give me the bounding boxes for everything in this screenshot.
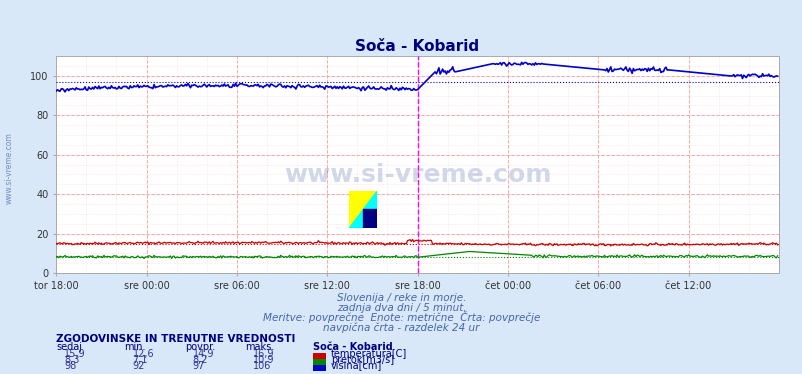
Text: navpična črta - razdelek 24 ur: navpična črta - razdelek 24 ur	[323, 323, 479, 333]
Text: povpr.: povpr.	[184, 343, 215, 352]
Text: 15,9: 15,9	[64, 349, 86, 359]
Text: 106: 106	[253, 361, 271, 371]
Text: 10,9: 10,9	[253, 355, 274, 365]
Text: višina[cm]: višina[cm]	[330, 361, 382, 371]
Text: 7,1: 7,1	[132, 355, 148, 365]
Text: 8,2: 8,2	[192, 355, 208, 365]
Text: 12,6: 12,6	[132, 349, 154, 359]
Text: 8,3: 8,3	[64, 355, 79, 365]
Text: min.: min.	[124, 343, 146, 352]
Polygon shape	[349, 191, 377, 228]
Polygon shape	[349, 191, 377, 228]
Text: sedaj: sedaj	[56, 343, 82, 352]
Bar	[313, 353, 326, 359]
Title: Soča - Kobarid: Soča - Kobarid	[355, 39, 479, 53]
Text: Soča - Kobarid: Soča - Kobarid	[313, 343, 392, 352]
Bar	[313, 359, 326, 365]
Text: www.si-vreme.com: www.si-vreme.com	[5, 132, 14, 204]
Text: 97: 97	[192, 361, 205, 371]
Polygon shape	[363, 209, 377, 228]
Text: ZGODOVINSKE IN TRENUTNE VREDNOSTI: ZGODOVINSKE IN TRENUTNE VREDNOSTI	[56, 334, 295, 344]
Text: www.si-vreme.com: www.si-vreme.com	[283, 163, 551, 187]
Text: 14,9: 14,9	[192, 349, 214, 359]
Text: 98: 98	[64, 361, 76, 371]
Text: Slovenija / reke in morje.: Slovenija / reke in morje.	[336, 293, 466, 303]
Text: maks.: maks.	[245, 343, 273, 352]
Text: temperatura[C]: temperatura[C]	[330, 349, 407, 359]
Text: zadnja dva dni / 5 minut.: zadnja dva dni / 5 minut.	[336, 303, 466, 313]
Text: Meritve: povprečne  Enote: metrične  Črta: povprečje: Meritve: povprečne Enote: metrične Črta:…	[262, 311, 540, 323]
Bar	[313, 365, 326, 371]
Text: 92: 92	[132, 361, 144, 371]
Text: 16,9: 16,9	[253, 349, 274, 359]
Text: pretok[m3/s]: pretok[m3/s]	[330, 355, 394, 365]
